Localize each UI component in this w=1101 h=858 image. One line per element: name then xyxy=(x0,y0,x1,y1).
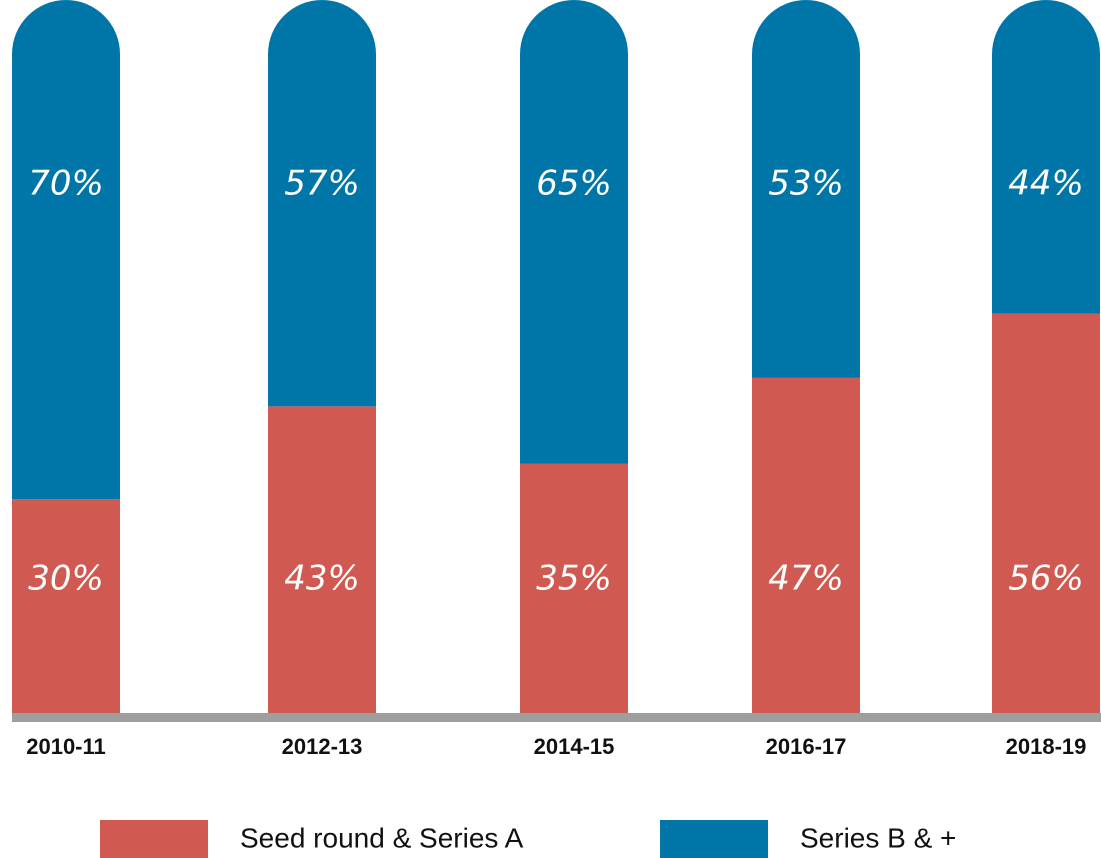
bar-segment xyxy=(12,0,120,500)
bar-segment xyxy=(12,499,120,713)
x-tick-label: 2012-13 xyxy=(282,734,363,759)
bar-segment xyxy=(752,0,860,378)
value-label: 56% xyxy=(1008,559,1084,599)
legend-swatch xyxy=(100,820,208,858)
value-label: 65% xyxy=(536,164,612,204)
x-tick-label: 2016-17 xyxy=(766,734,847,759)
x-tick-label: 2010-11 xyxy=(26,734,106,759)
x-tick-label: 2014-15 xyxy=(534,734,615,759)
value-label: 70% xyxy=(28,164,104,204)
legend-swatch xyxy=(660,820,768,858)
bar-segment xyxy=(752,377,860,713)
bar-segment xyxy=(268,0,376,407)
value-label: 57% xyxy=(284,164,360,204)
legend-label: Seed round & Series A xyxy=(240,822,524,853)
value-label: 35% xyxy=(536,559,612,599)
value-label: 47% xyxy=(768,559,844,599)
legend-label: Series B & + xyxy=(800,822,956,853)
bar-segment xyxy=(992,0,1100,314)
value-label: 30% xyxy=(28,559,104,599)
value-label: 53% xyxy=(768,164,844,204)
value-label: 44% xyxy=(1008,164,1084,204)
value-label: 43% xyxy=(284,559,360,599)
bar-segment xyxy=(520,463,628,713)
bar-segment xyxy=(992,313,1100,713)
baseline xyxy=(12,713,1101,722)
x-tick-label: 2018-19 xyxy=(1006,734,1087,759)
bar-segment xyxy=(268,406,376,713)
bar-segment xyxy=(520,0,628,464)
